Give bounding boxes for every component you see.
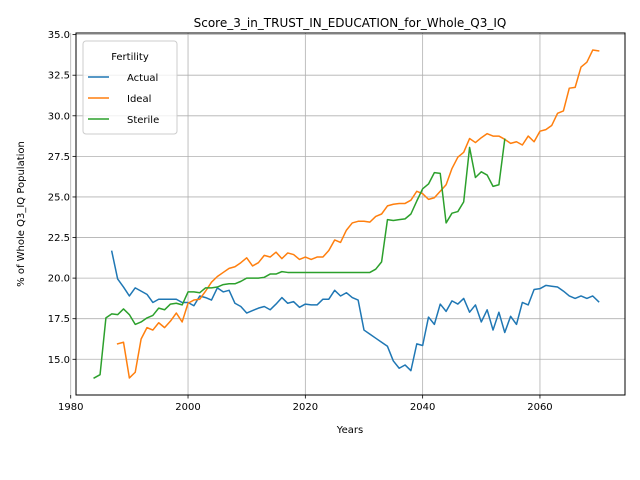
x-tick-label: 2020 — [293, 402, 318, 413]
series-line-sterile — [93, 138, 506, 379]
y-tick-label: 25.0 — [48, 192, 70, 203]
y-tick-label: 35.0 — [48, 30, 70, 41]
series-lines — [93, 49, 600, 379]
legend-label-sterile: Sterile — [127, 115, 159, 126]
legend-box — [82, 40, 178, 135]
x-tick-label: 2040 — [410, 402, 435, 413]
y-axis-ticks: 15.0 17.5 20.0 22.5 25.0 27.5 30.0 32.5 35.0 — [48, 30, 76, 366]
legend-label-ideal: Ideal — [127, 94, 151, 105]
chart-title: Score_3_in_TRUST_IN_EDUCATION_for_Whole_… — [194, 16, 507, 30]
y-tick-label: 20.0 — [48, 274, 70, 285]
x-tick-label: 1980 — [58, 402, 83, 413]
x-tick-label: 2000 — [175, 402, 200, 413]
y-axis-label: % of Whole Q3_IQ Population — [16, 141, 27, 287]
y-tick-label: 15.0 — [48, 355, 70, 366]
legend-title: Fertility — [111, 52, 149, 63]
y-tick-label: 30.0 — [48, 111, 70, 122]
x-tick-label: 2060 — [527, 402, 552, 413]
x-axis-label: Years — [336, 425, 363, 436]
legend-label-actual: Actual — [127, 73, 158, 84]
y-tick-label: 27.5 — [48, 152, 70, 163]
x-axis-ticks: 1980 2000 2020 2040 2060 — [58, 395, 553, 413]
series-line-actual — [110, 250, 600, 372]
y-tick-label: 17.5 — [48, 314, 70, 325]
y-tick-label: 32.5 — [48, 71, 70, 82]
legend: Fertility Actual Ideal Sterile — [82, 40, 178, 135]
grid-lines — [70, 33, 625, 395]
series-line-ideal — [116, 49, 600, 379]
plot-frame — [75, 32, 626, 396]
y-tick-label: 22.5 — [48, 233, 70, 244]
